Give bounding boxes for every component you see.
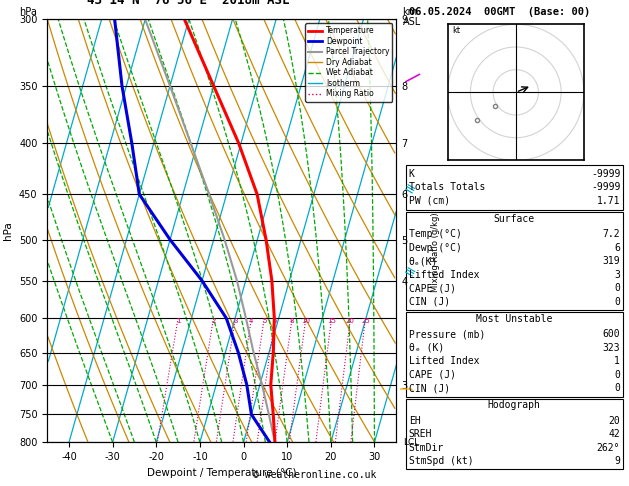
Text: θₑ (K): θₑ (K): [409, 343, 444, 353]
Text: hPa: hPa: [19, 7, 36, 17]
Text: 8: 8: [290, 318, 294, 324]
Text: 10: 10: [301, 318, 310, 324]
Text: 0: 0: [615, 297, 620, 307]
Text: 319: 319: [603, 256, 620, 266]
Text: StmSpd (kt): StmSpd (kt): [409, 456, 474, 467]
Text: 20: 20: [346, 318, 355, 324]
Text: LCL: LCL: [403, 438, 420, 447]
Text: Dewp (°C): Dewp (°C): [409, 243, 462, 253]
Text: StmDir: StmDir: [409, 443, 444, 453]
Text: 323: 323: [603, 343, 620, 353]
Text: CAPE (J): CAPE (J): [409, 370, 456, 380]
Text: K: K: [409, 169, 415, 179]
Text: 3: 3: [233, 318, 238, 324]
Text: 25: 25: [361, 318, 370, 324]
Text: 3: 3: [615, 270, 620, 280]
Text: ≡: ≡: [401, 263, 418, 281]
Text: km: km: [403, 7, 418, 17]
Text: 1: 1: [176, 318, 181, 324]
Text: 0: 0: [615, 383, 620, 394]
Text: 2: 2: [211, 318, 216, 324]
Text: PW (cm): PW (cm): [409, 196, 450, 206]
Text: 42: 42: [608, 429, 620, 439]
Text: Lifted Index: Lifted Index: [409, 356, 479, 366]
Text: © weatheronline.co.uk: © weatheronline.co.uk: [253, 469, 376, 480]
Text: Hodograph: Hodograph: [487, 400, 541, 411]
Text: 6: 6: [272, 318, 277, 324]
Text: CIN (J): CIN (J): [409, 383, 450, 394]
Text: 1: 1: [615, 356, 620, 366]
Text: SREH: SREH: [409, 429, 432, 439]
Text: 0: 0: [615, 283, 620, 294]
Text: J: J: [401, 387, 415, 391]
Text: kt: kt: [452, 26, 460, 35]
Text: Surface: Surface: [494, 214, 535, 224]
Y-axis label: hPa: hPa: [3, 222, 13, 240]
Text: 15: 15: [327, 318, 336, 324]
X-axis label: Dewpoint / Temperature (°C): Dewpoint / Temperature (°C): [147, 468, 296, 478]
Legend: Temperature, Dewpoint, Parcel Trajectory, Dry Adiabat, Wet Adiabat, Isotherm, Mi: Temperature, Dewpoint, Parcel Trajectory…: [305, 23, 392, 102]
Text: Pressure (mb): Pressure (mb): [409, 329, 485, 339]
Text: ≡: ≡: [401, 181, 418, 198]
Text: CIN (J): CIN (J): [409, 297, 450, 307]
Text: 1.71: 1.71: [597, 196, 620, 206]
Text: Most Unstable: Most Unstable: [476, 314, 552, 324]
Text: 262°: 262°: [597, 443, 620, 453]
Text: Mixing Ratio (g/kg): Mixing Ratio (g/kg): [431, 212, 440, 292]
Text: CAPE (J): CAPE (J): [409, 283, 456, 294]
Text: ASL: ASL: [403, 17, 421, 27]
Text: 9: 9: [615, 456, 620, 467]
Text: 20: 20: [608, 416, 620, 426]
Text: 6: 6: [615, 243, 620, 253]
Text: Lifted Index: Lifted Index: [409, 270, 479, 280]
Text: 600: 600: [603, 329, 620, 339]
Text: 43°14'N  76°56'E  2018m ASL: 43°14'N 76°56'E 2018m ASL: [87, 0, 290, 7]
Text: 4: 4: [249, 318, 253, 324]
Text: θₑ(K): θₑ(K): [409, 256, 438, 266]
Text: EH: EH: [409, 416, 421, 426]
Text: /: /: [403, 69, 421, 87]
Text: 5: 5: [262, 318, 266, 324]
Text: Temp (°C): Temp (°C): [409, 229, 462, 239]
Text: Totals Totals: Totals Totals: [409, 182, 485, 192]
Text: -9999: -9999: [591, 182, 620, 192]
Text: -9999: -9999: [591, 169, 620, 179]
Text: 0: 0: [615, 370, 620, 380]
Text: 06.05.2024  00GMT  (Base: 00): 06.05.2024 00GMT (Base: 00): [409, 7, 590, 17]
Text: 7.2: 7.2: [603, 229, 620, 239]
